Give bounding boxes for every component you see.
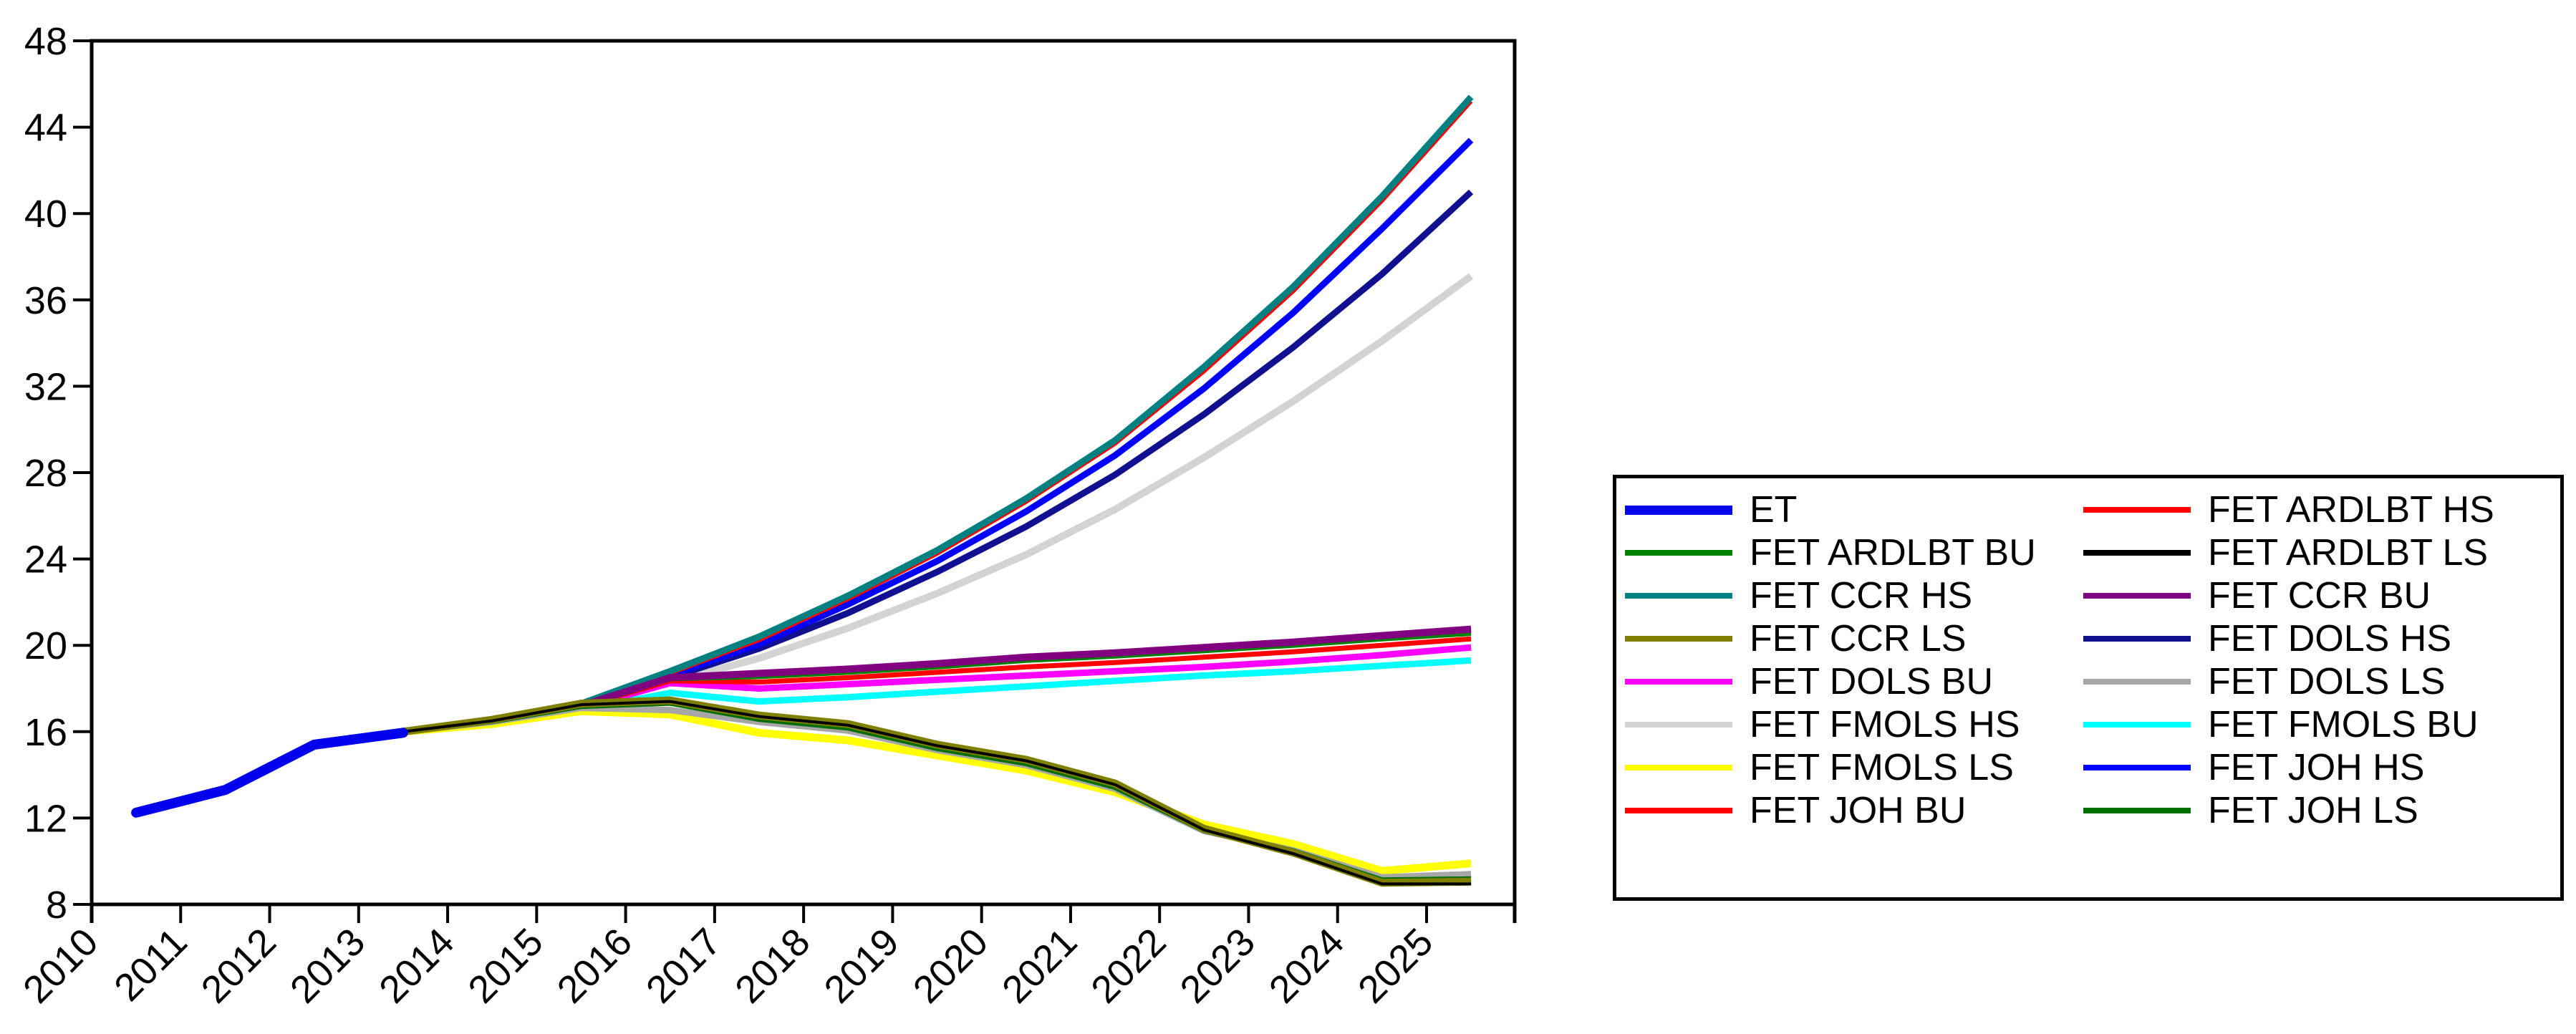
legend-color-swatch — [2083, 765, 2191, 770]
y-tick-label: 32 — [24, 365, 67, 408]
legend-label: FET DOLS HS — [2208, 618, 2452, 659]
legend-entry-fet-ccr-bu: FET CCR BU — [2083, 574, 2560, 617]
x-tick-label: 2024 — [1261, 920, 1352, 1011]
legend-color-swatch — [2083, 679, 2191, 685]
legend-label: FET ARDLBT LS — [2208, 532, 2489, 574]
legend-entry-fet-dols-bu: FET DOLS BU — [1625, 660, 2080, 703]
y-tick-label: 36 — [24, 279, 67, 322]
legend-label: FET CCR LS — [1750, 618, 1967, 659]
legend-entry-fet-joh-hs: FET JOH HS — [2083, 746, 2560, 789]
legend-color-swatch — [1625, 505, 1732, 515]
x-tick-label: 2015 — [460, 920, 551, 1011]
legend-column-left: ET FET ARDLBT BU FET CCR HS FET CCR LS FET D… — [1616, 488, 2080, 897]
legend-entry-fet-ardlbt-bu: FET ARDLBT BU — [1625, 531, 2080, 574]
x-tick-label: 2021 — [994, 920, 1085, 1011]
x-tick-label: 2025 — [1350, 920, 1441, 1011]
x-tick-label: 2022 — [1083, 920, 1174, 1011]
series-line-fet-ardlbt-hs — [402, 100, 1473, 734]
legend-color-swatch — [1625, 765, 1732, 770]
x-tick-label: 2016 — [549, 920, 640, 1011]
y-tick-label: 12 — [24, 797, 67, 840]
x-tick-label: 2010 — [15, 920, 106, 1011]
legend-label: FET DOLS LS — [2208, 661, 2446, 702]
legend-label: FET JOH HS — [2208, 747, 2425, 788]
legend-entry-fet-ardlbt-hs: FET ARDLBT HS — [2083, 488, 2560, 531]
legend-color-swatch — [2083, 722, 2191, 728]
legend-label: FET FMOLS LS — [1750, 747, 2014, 788]
x-tick-label: 2018 — [727, 920, 818, 1011]
series-line-fet-joh-ls — [402, 699, 1472, 884]
x-tick-label: 2012 — [193, 920, 284, 1011]
legend-label: FET CCR HS — [1750, 575, 1973, 617]
legend-entry-fet-ccr-hs: FET CCR HS — [1625, 574, 2080, 617]
legend-label: FET FMOLS BU — [2208, 704, 2479, 745]
x-tick-label: 2019 — [816, 920, 907, 1011]
y-tick-label: 20 — [24, 624, 67, 667]
legend-color-swatch — [1625, 679, 1732, 685]
y-tick-label: 8 — [46, 884, 67, 927]
series-line-fet-ccr-hs — [402, 95, 1474, 735]
legend-color-swatch — [1625, 722, 1732, 728]
legend-entry-et: ET — [1625, 488, 2080, 531]
legend-entry-fet-joh-bu: FET JOH BU — [1625, 789, 2080, 832]
legend-entry-fet-fmols-ls: FET FMOLS LS — [1625, 746, 2080, 789]
legend-color-swatch — [2083, 593, 2191, 599]
plot-area-border — [90, 39, 1517, 907]
y-tick-label: 24 — [24, 538, 67, 581]
y-tick-label: 28 — [24, 452, 67, 495]
legend-box: ET FET ARDLBT BU FET CCR HS FET CCR LS FET D… — [1613, 475, 2564, 901]
y-tick-label: 40 — [24, 193, 67, 236]
legend-color-swatch — [2083, 808, 2191, 813]
legend-entry-fet-dols-ls: FET DOLS LS — [2083, 660, 2560, 703]
legend-color-swatch — [2083, 507, 2191, 513]
series-line-fet-ccr-ls — [402, 696, 1472, 887]
series-line-fet-ardlbt-ls — [402, 700, 1472, 886]
x-tick-label: 2013 — [282, 920, 373, 1011]
x-tick-label: 2017 — [638, 920, 729, 1011]
legend-color-swatch — [1625, 550, 1732, 556]
legend-entry-fet-ardlbt-ls: FET ARDLBT LS — [2083, 531, 2560, 574]
series-line-fet-fmols-ls — [402, 707, 1472, 875]
legend-label: FET JOH LS — [2208, 790, 2418, 831]
legend-entry-fet-joh-ls: FET JOH LS — [2083, 789, 2560, 832]
legend-entry-fet-ccr-ls: FET CCR LS — [1625, 617, 2080, 660]
legend-entry-fet-fmols-bu: FET FMOLS BU — [2083, 703, 2560, 746]
legend-entry-fet-fmols-hs: FET FMOLS HS — [1625, 703, 2080, 746]
y-tick-label: 44 — [24, 107, 67, 150]
legend-label: FET ARDLBT HS — [2208, 489, 2494, 531]
legend-label: FET CCR BU — [2208, 575, 2431, 617]
x-tick-label: 2023 — [1172, 920, 1263, 1011]
legend-label: FET JOH BU — [1750, 790, 1967, 831]
x-tick-label: 2020 — [905, 920, 996, 1011]
legend-label: FET ARDLBT BU — [1750, 532, 2036, 574]
x-tick-label: 2014 — [371, 920, 462, 1011]
legend-color-swatch — [1625, 808, 1732, 813]
legend-label: FET DOLS BU — [1750, 661, 1994, 702]
legend-label: ET — [1750, 489, 1798, 531]
legend-color-swatch — [2083, 550, 2191, 556]
x-tick-label: 2011 — [106, 920, 196, 1010]
legend-color-swatch — [1625, 593, 1732, 599]
y-tick-label: 16 — [24, 711, 67, 754]
legend-color-swatch — [2083, 636, 2191, 642]
y-tick-label: 48 — [24, 20, 67, 63]
legend-label: FET FMOLS HS — [1750, 704, 2020, 745]
series-line-et — [131, 728, 408, 818]
legend-column-right: FET ARDLBT HS FET ARDLBT LS FET CCR BU FET … — [2080, 488, 2560, 897]
legend-entry-fet-dols-hs: FET DOLS HS — [2083, 617, 2560, 660]
legend-color-swatch — [1625, 636, 1732, 642]
